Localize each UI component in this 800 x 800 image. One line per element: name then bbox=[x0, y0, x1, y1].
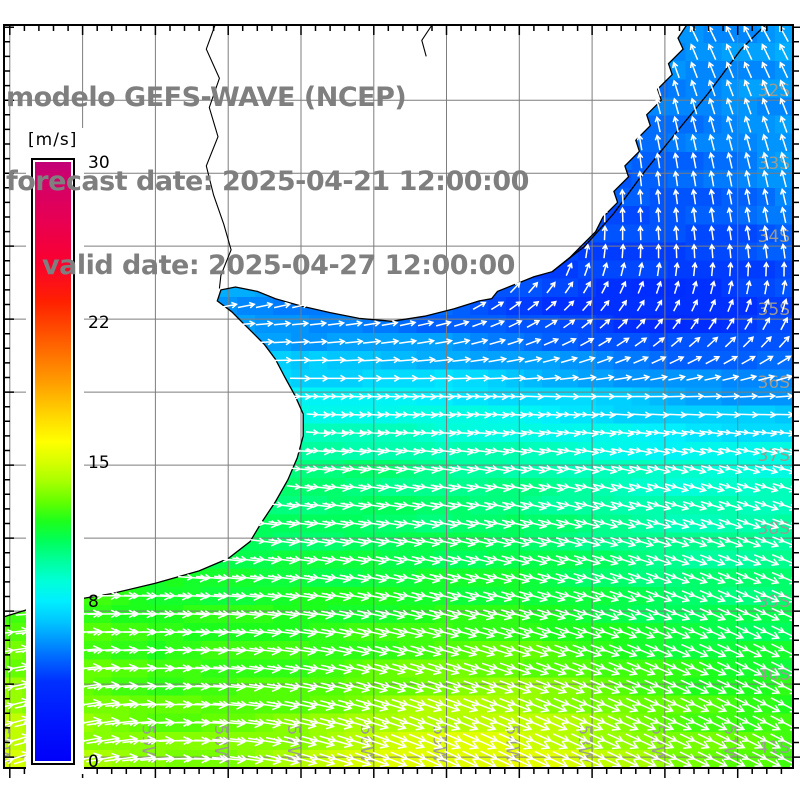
coastline bbox=[4, 25, 766, 618]
river-line bbox=[205, 25, 232, 289]
forecast-date-label: forecast date: 2025-04-21 12:00:00 bbox=[6, 166, 529, 197]
frame-ticks bbox=[4, 25, 800, 778]
longitude-label: 59W bbox=[137, 725, 157, 764]
barrier-coastline bbox=[551, 25, 766, 273]
plot-titles: modelo GEFS-WAVE (NCEP) forecast date: 2… bbox=[6, 28, 529, 336]
river-line bbox=[421, 25, 433, 57]
colorbar-tick-label: 8 bbox=[88, 592, 99, 613]
model-title: modelo GEFS-WAVE (NCEP) bbox=[6, 82, 407, 113]
longitude-label: 61W bbox=[0, 725, 12, 764]
wind-direction-arrows bbox=[4, 25, 793, 768]
map-frame bbox=[3, 24, 794, 769]
colorbar-tick-label: 15 bbox=[88, 452, 110, 473]
longitude-label: 53W bbox=[574, 725, 594, 764]
colorbar: [m/s] 30 22 15 8 0 bbox=[26, 128, 110, 774]
colorbar-tick-label: 22 bbox=[88, 312, 110, 333]
colorbar-frame bbox=[31, 158, 75, 765]
colorbar-unit-label: [m/s] bbox=[28, 130, 78, 150]
valid-date-label: valid date: 2025-04-27 12:00:00 bbox=[42, 250, 515, 281]
colorbar-tick-label: 0 bbox=[88, 752, 99, 772]
longitude-label: 52W bbox=[647, 725, 667, 764]
colorbar-gradient bbox=[35, 162, 71, 761]
colorbar-tick-label: 30 bbox=[88, 153, 110, 173]
